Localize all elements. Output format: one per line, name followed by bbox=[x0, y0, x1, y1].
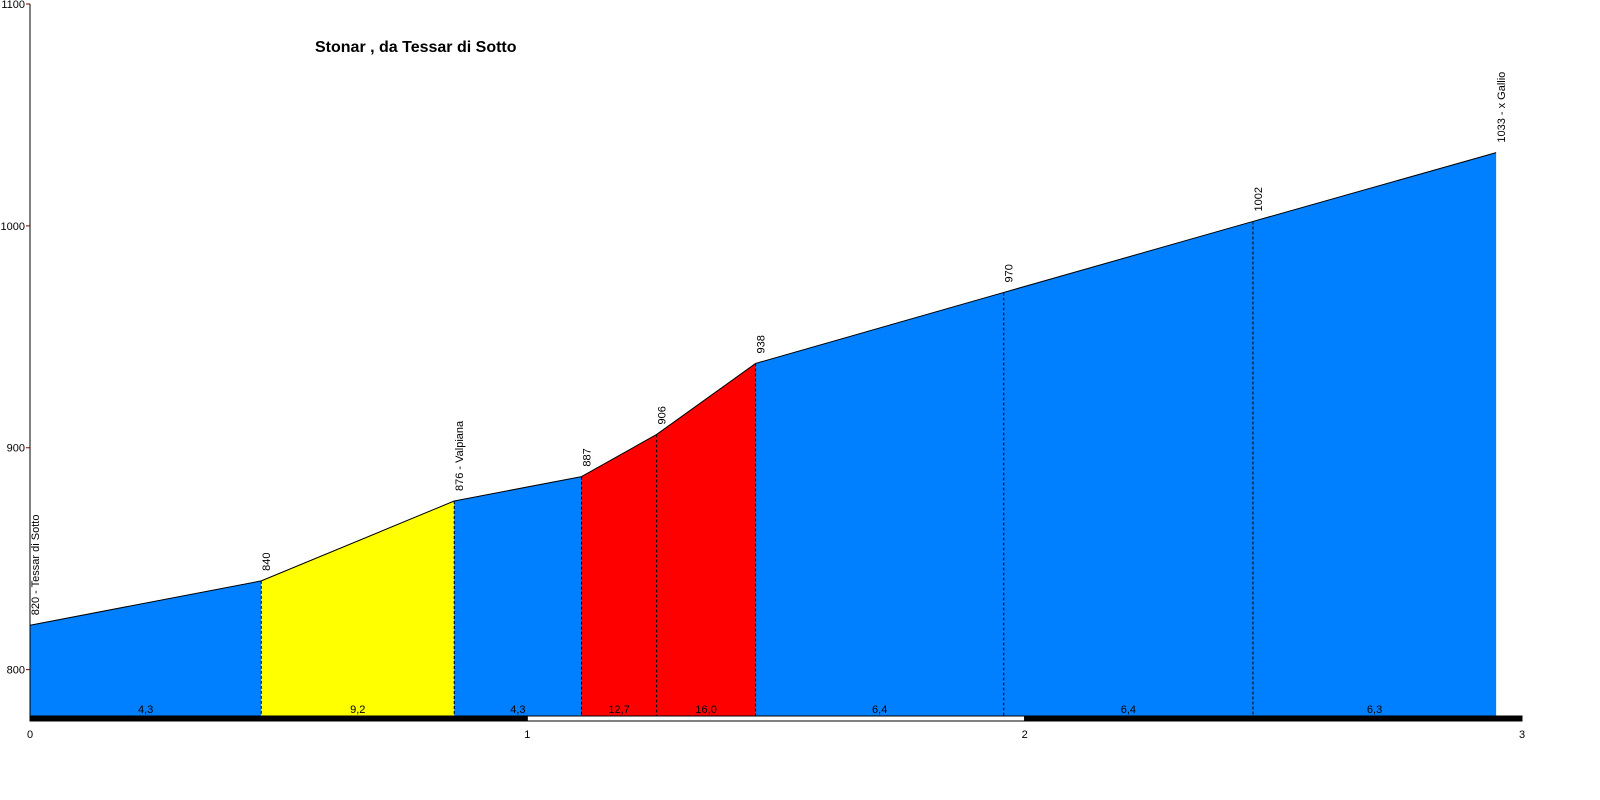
waypoint-label: 906 bbox=[657, 406, 669, 424]
profile-edge bbox=[755, 291, 1004, 364]
y-tick-label: 1100 bbox=[1, 0, 25, 11]
profile-segment bbox=[581, 434, 657, 717]
waypoint-label: 887 bbox=[581, 448, 593, 466]
profile-segment bbox=[1252, 152, 1497, 717]
gradient-label: 16,0 bbox=[695, 704, 716, 716]
chart-title: Stonar , da Tessar di Sotto bbox=[315, 39, 517, 56]
x-tick-label: 3 bbox=[1519, 729, 1525, 741]
waypoint-label: 938 bbox=[756, 335, 768, 353]
y-tick-label: 900 bbox=[7, 443, 25, 455]
x-tick-label: 0 bbox=[27, 729, 33, 741]
profile-edge bbox=[1003, 220, 1254, 293]
profile-segment bbox=[30, 580, 262, 717]
profile-edge bbox=[29, 580, 262, 626]
profile-segment bbox=[454, 476, 582, 717]
scale-bar bbox=[29, 715, 528, 722]
gradient-label: 9,2 bbox=[350, 704, 365, 716]
scale-bar bbox=[1024, 715, 1523, 722]
y-tick-label: 1000 bbox=[1, 221, 25, 233]
gradient-label: 6,3 bbox=[1367, 704, 1382, 716]
profile-segment bbox=[1003, 221, 1253, 717]
profile-edge bbox=[454, 476, 582, 502]
profile-segment bbox=[656, 363, 756, 717]
waypoint-label: 876 - Valpiana bbox=[454, 420, 466, 491]
waypoint-label: 820 - Tessar di Sotto bbox=[30, 515, 42, 616]
x-tick-label: 1 bbox=[524, 729, 530, 741]
profile-edge bbox=[261, 500, 455, 582]
profile-edge bbox=[1252, 152, 1497, 222]
profile-segment bbox=[755, 292, 1004, 717]
x-tick-label: 2 bbox=[1022, 729, 1028, 741]
scale-bar bbox=[526, 715, 1026, 722]
profile-edge bbox=[581, 434, 657, 478]
gradient-label: 6,4 bbox=[872, 704, 887, 716]
gradient-label: 4,3 bbox=[510, 704, 525, 716]
gradient-label: 12,7 bbox=[608, 704, 629, 716]
waypoint-label: 1002 bbox=[1253, 187, 1265, 211]
waypoint-label: 1033 - x Gallio bbox=[1496, 72, 1508, 143]
y-tick-label: 800 bbox=[7, 665, 25, 677]
gradient-label: 6,4 bbox=[1121, 704, 1136, 716]
waypoint-label: 840 bbox=[261, 553, 273, 571]
profile-segment bbox=[261, 501, 455, 717]
profile-edge bbox=[656, 363, 756, 435]
gradient-label: 4,3 bbox=[138, 704, 153, 716]
waypoint-label: 970 bbox=[1004, 264, 1016, 282]
